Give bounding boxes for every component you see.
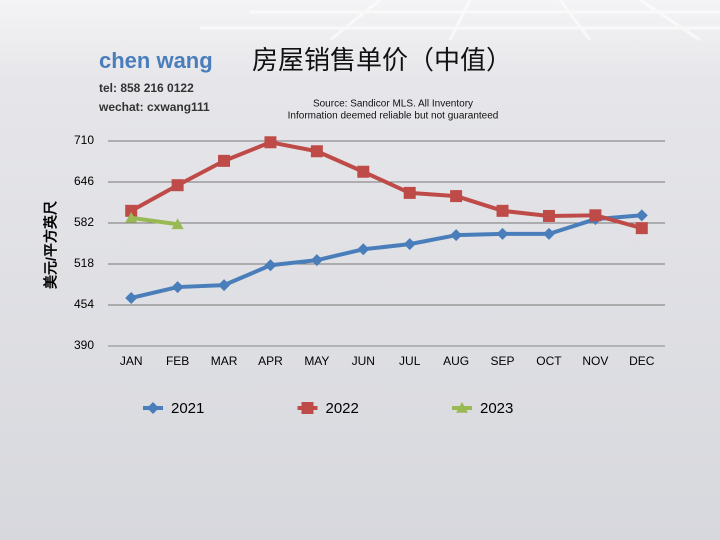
source: Information deemed reliable but not guar… xyxy=(288,111,499,122)
data-point xyxy=(635,209,648,222)
data-point xyxy=(171,281,184,294)
data-point xyxy=(264,136,277,149)
legend-label: 2023 xyxy=(480,400,513,417)
x-tick-label: JUL xyxy=(399,354,421,368)
data-point xyxy=(171,218,184,230)
x-tick-label: JAN xyxy=(120,354,143,368)
x-tick-label: APR xyxy=(258,354,283,368)
data-point xyxy=(125,211,138,223)
data-point xyxy=(264,259,277,272)
y-axis-label: 美元/平方英尺 xyxy=(43,201,59,289)
data-point xyxy=(125,291,138,304)
chart-title: 房屋销售单价（中值） xyxy=(252,45,512,75)
data-point xyxy=(403,186,416,199)
source: Source: Sandicor MLS. All Inventory xyxy=(313,99,473,110)
data-point xyxy=(496,227,509,240)
series-line xyxy=(130,213,642,300)
data-point xyxy=(310,254,323,267)
x-tick-label: MAY xyxy=(304,354,329,368)
data-point xyxy=(635,222,648,235)
legend-marker xyxy=(147,402,159,414)
y-tick-label: 518 xyxy=(74,256,94,270)
data-point xyxy=(542,227,555,240)
contact: tel: 858 216 0122 xyxy=(99,81,194,95)
y-tick-label: 646 xyxy=(74,174,94,188)
series-line xyxy=(130,140,643,231)
data-point xyxy=(589,209,602,222)
contact: wechat: cxwang111 xyxy=(98,100,210,114)
data-point xyxy=(310,145,323,158)
x-tick-label: SEP xyxy=(491,354,515,368)
x-tick-label: DEC xyxy=(629,354,655,368)
author: chen wang xyxy=(99,48,213,73)
legend-label: 2021 xyxy=(171,400,204,417)
data-point xyxy=(357,165,370,178)
legend-marker xyxy=(456,402,468,413)
data-point xyxy=(218,154,231,167)
data-point xyxy=(450,190,463,203)
data-point xyxy=(357,243,370,256)
data-point xyxy=(125,204,138,217)
x-tick-label: JUN xyxy=(352,354,375,368)
legend-marker xyxy=(301,402,314,414)
data-point xyxy=(218,279,231,292)
decor xyxy=(200,0,720,42)
x-tick-label: OCT xyxy=(536,354,562,368)
y-tick-label: 454 xyxy=(74,297,94,311)
y-tick-label: 582 xyxy=(74,215,94,229)
y-tick-label: 710 xyxy=(74,133,94,147)
x-tick-label: AUG xyxy=(443,354,469,368)
data-point xyxy=(171,179,184,192)
x-tick-label: FEB xyxy=(166,354,189,368)
x-tick-label: MAR xyxy=(211,354,238,368)
data-point xyxy=(403,238,416,251)
legend-label: 2022 xyxy=(326,400,359,417)
data-point xyxy=(450,229,463,242)
data-point xyxy=(496,204,509,217)
y-tick-label: 390 xyxy=(74,338,94,352)
data-point xyxy=(542,209,555,222)
series-line xyxy=(130,215,178,227)
x-tick-label: NOV xyxy=(582,354,608,368)
